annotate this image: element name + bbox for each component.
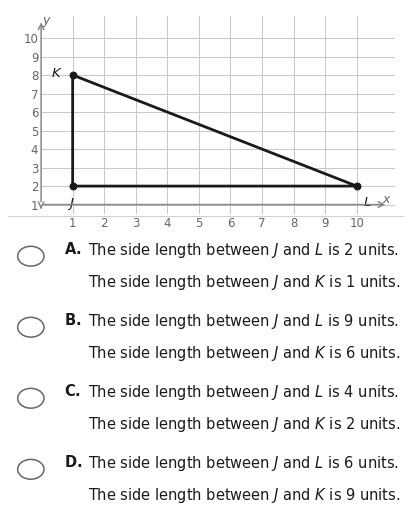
Text: $\mathbf{B.}$: $\mathbf{B.}$ bbox=[64, 312, 81, 328]
Text: The side length between $J$ and $K$ is 1 units.: The side length between $J$ and $K$ is 1… bbox=[88, 273, 401, 292]
Text: The side length between $J$ and $L$ is 4 units.: The side length between $J$ and $L$ is 4… bbox=[88, 383, 399, 402]
Text: y: y bbox=[42, 14, 49, 27]
Point bbox=[69, 182, 76, 190]
Text: The side length between $J$ and $K$ is 2 units.: The side length between $J$ and $K$ is 2… bbox=[88, 415, 401, 434]
Text: The side length between $J$ and $K$ is 6 units.: The side length between $J$ and $K$ is 6… bbox=[88, 344, 401, 363]
Text: $\mathit{J}$: $\mathit{J}$ bbox=[67, 196, 75, 212]
Point bbox=[69, 71, 76, 79]
Text: The side length between $J$ and $L$ is 9 units.: The side length between $J$ and $L$ is 9… bbox=[88, 312, 399, 331]
Text: The side length between $J$ and $L$ is 6 units.: The side length between $J$ and $L$ is 6… bbox=[88, 454, 399, 473]
Text: x: x bbox=[382, 193, 389, 206]
Text: The side length between $J$ and $K$ is 9 units.: The side length between $J$ and $K$ is 9… bbox=[88, 486, 401, 505]
Text: $\mathbf{C.}$: $\mathbf{C.}$ bbox=[64, 383, 81, 399]
Text: The side length between $J$ and $L$ is 2 units.: The side length between $J$ and $L$ is 2… bbox=[88, 241, 399, 260]
Text: $\mathbf{D.}$: $\mathbf{D.}$ bbox=[64, 454, 82, 470]
Point bbox=[353, 182, 360, 190]
Text: $\mathit{K}$: $\mathit{K}$ bbox=[51, 67, 62, 80]
Text: $\mathbf{A.}$: $\mathbf{A.}$ bbox=[64, 241, 81, 257]
Text: $\mathit{L}$: $\mathit{L}$ bbox=[363, 196, 372, 209]
